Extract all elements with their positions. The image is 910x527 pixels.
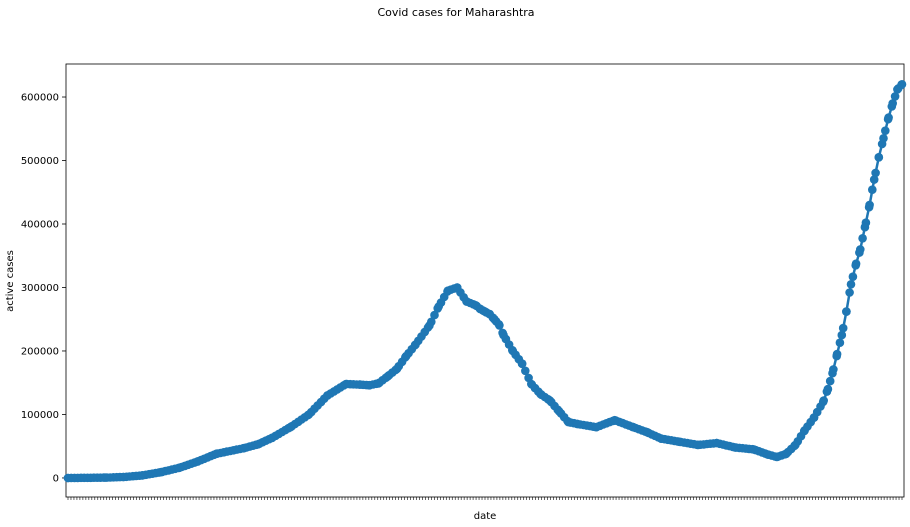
data-point — [865, 200, 874, 210]
data-point — [881, 126, 890, 135]
data-point — [809, 413, 819, 422]
y-axis: 0 100000 200000 300000 400000 500000 600000 — [21, 93, 66, 484]
data-point — [610, 415, 619, 425]
data-point — [462, 297, 471, 306]
data-point — [860, 222, 870, 232]
data-point — [897, 80, 907, 89]
data-point — [868, 185, 877, 194]
data-point — [411, 340, 420, 349]
x-axis — [67, 497, 903, 500]
data-point — [838, 323, 848, 333]
chart-title: Covid cases for Maharashtra — [377, 6, 534, 19]
data-point — [355, 380, 365, 389]
data-point — [800, 426, 809, 435]
data-point — [374, 379, 383, 388]
data-point — [883, 114, 893, 124]
data-point — [837, 330, 847, 340]
data-point — [845, 288, 854, 297]
data-point — [871, 168, 880, 178]
data-point — [675, 437, 684, 447]
data-point — [554, 407, 564, 416]
data-point — [851, 261, 860, 270]
data-point — [521, 366, 530, 376]
data-point — [174, 463, 184, 473]
data-point — [193, 457, 202, 466]
data-point — [869, 175, 879, 184]
data-point — [452, 283, 462, 292]
data-point — [430, 310, 439, 320]
data-point — [527, 379, 536, 389]
y-tick-label: 600000 — [21, 93, 59, 104]
data-point — [693, 440, 703, 450]
data-point — [573, 419, 582, 429]
data-point — [434, 302, 444, 311]
y-tick-label: 200000 — [21, 346, 59, 357]
data-point — [137, 471, 147, 480]
data-point — [494, 320, 504, 329]
series-layer — [63, 80, 907, 483]
data-point — [341, 379, 351, 389]
y-tick-label: 300000 — [21, 283, 59, 294]
data-point — [591, 422, 601, 432]
x-axis-label: date — [474, 511, 497, 522]
data-point — [791, 440, 800, 450]
data-point — [856, 245, 865, 254]
y-axis-label: active cases — [5, 250, 16, 312]
data-point — [564, 417, 573, 427]
data-point — [763, 450, 772, 459]
data-point — [508, 346, 518, 356]
data-point — [63, 473, 73, 483]
data-point — [119, 472, 128, 482]
data-point — [629, 422, 638, 432]
data-point — [383, 372, 393, 381]
data-point — [212, 449, 221, 459]
plot-frame — [65, 63, 905, 498]
data-point — [392, 364, 402, 374]
data-point — [832, 349, 842, 359]
data-point — [286, 422, 295, 432]
y-tick-label: 400000 — [21, 219, 59, 230]
y-tick-label: 100000 — [21, 410, 59, 421]
data-point — [890, 92, 900, 101]
data-point — [364, 381, 374, 390]
data-point — [825, 376, 835, 386]
data-point — [401, 351, 411, 361]
data-point — [858, 234, 867, 243]
y-tick-label: 500000 — [21, 156, 59, 167]
data-point — [323, 391, 332, 400]
data-point — [545, 396, 555, 405]
data-point — [425, 321, 434, 330]
data-point — [100, 473, 110, 482]
y-tick-label: 0 — [53, 473, 59, 484]
data-point — [835, 338, 845, 348]
data-point — [443, 286, 453, 296]
data-point — [304, 410, 314, 419]
data-point — [781, 449, 791, 459]
data-point — [874, 153, 884, 162]
data-point — [712, 438, 721, 448]
data-point — [156, 467, 165, 477]
data-point — [267, 433, 277, 443]
data-point — [656, 434, 666, 443]
data-point — [823, 384, 833, 394]
data-point — [828, 368, 837, 378]
data-point — [239, 443, 249, 453]
data-point — [517, 359, 527, 369]
data-point — [879, 134, 888, 143]
data-point — [888, 99, 897, 108]
data-point — [818, 397, 828, 407]
data-point — [846, 280, 856, 289]
data-point — [730, 443, 740, 452]
data-point — [842, 307, 851, 316]
series-line — [67, 83, 903, 480]
data-point — [499, 330, 508, 340]
data-point — [848, 272, 858, 282]
data-point — [749, 445, 758, 454]
data-point — [536, 389, 545, 399]
data-point — [253, 440, 263, 449]
data-point — [772, 452, 782, 462]
data-point — [642, 427, 652, 437]
